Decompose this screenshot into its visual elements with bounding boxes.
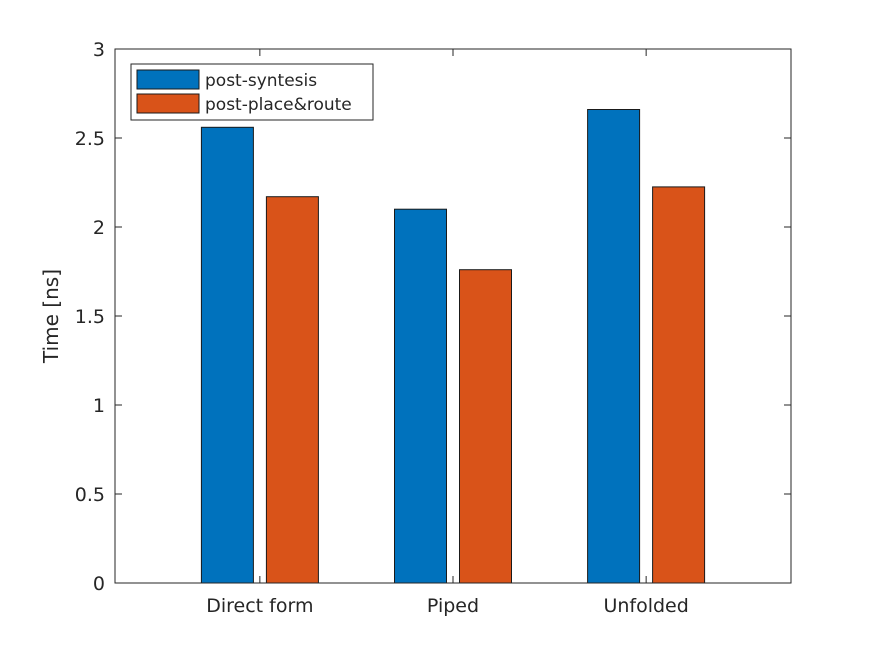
y-tick-label: 3	[93, 39, 105, 61]
y-tick-label: 1	[93, 395, 105, 417]
legend-label-1: post-place&route	[205, 95, 352, 115]
y-tick-label: 2	[93, 217, 105, 239]
bar-post-syntesis-2	[587, 109, 641, 584]
y-tick-label: 1.5	[75, 306, 105, 328]
x-tick-label: Unfolded	[603, 595, 688, 617]
y-tick-label: 2.5	[75, 128, 105, 150]
y-tick-label: 0	[93, 573, 105, 595]
bar-post-place-route-2	[652, 186, 706, 584]
plot-area-frame	[114, 48, 792, 584]
bar-post-place-route-0	[265, 196, 319, 584]
legend-label-0: post-syntesis	[205, 71, 317, 91]
bar-post-syntesis-0	[200, 126, 254, 584]
bar-post-place-route-1	[459, 269, 512, 584]
legend-swatch-0	[136, 69, 200, 90]
x-tick-label: Piped	[427, 595, 479, 617]
x-tick-label: Direct form	[206, 595, 313, 617]
y-axis-label: Time [ns]	[39, 269, 63, 364]
ticks-layer: Direct form Piped Unfolded 0 0.5 1 1.5 2 2.5 3	[75, 39, 791, 617]
legend-swatch-1	[136, 93, 200, 114]
bars-layer	[200, 109, 706, 584]
bar-post-syntesis-1	[394, 208, 447, 584]
legend: post-syntesis post-place&route	[130, 63, 374, 121]
y-tick-label: 0.5	[75, 484, 105, 506]
